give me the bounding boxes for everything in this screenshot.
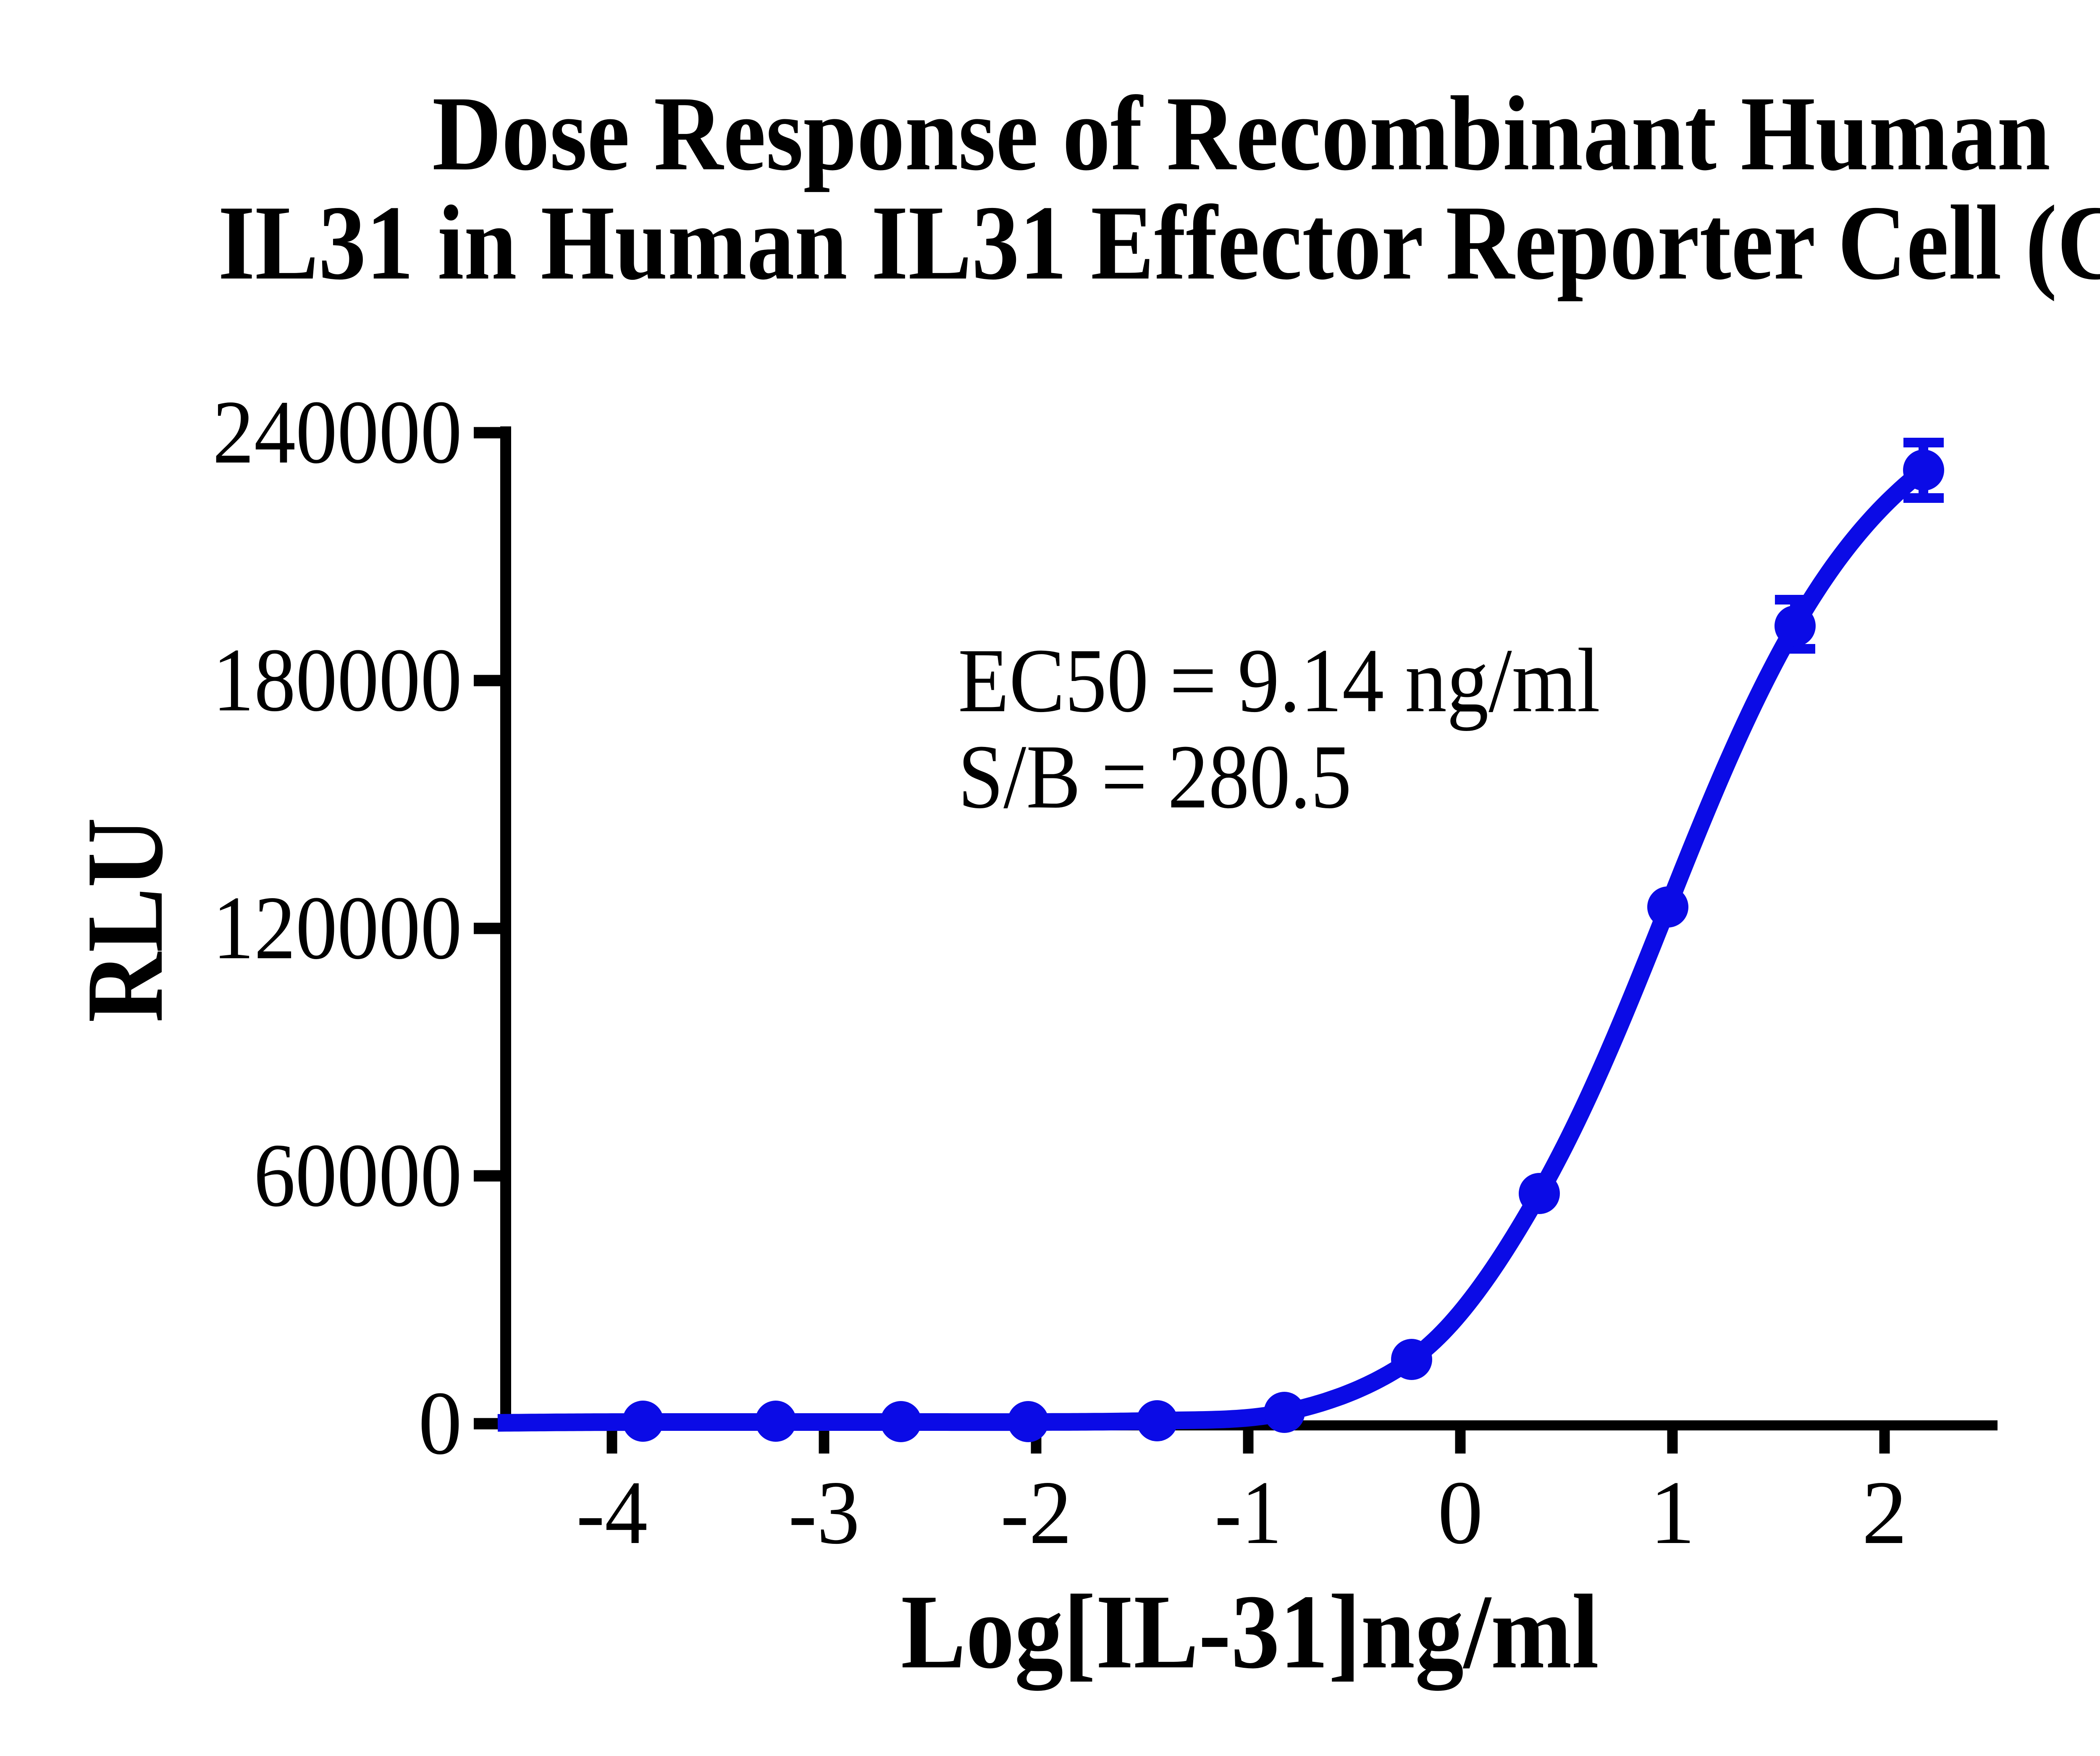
- svg-text:Dose Response of Recombinant H: Dose Response of Recombinant Human: [432, 74, 2050, 192]
- svg-text:RLU: RLU: [64, 818, 186, 1023]
- svg-text:120000: 120000: [213, 878, 462, 978]
- svg-text:0: 0: [1438, 1462, 1483, 1563]
- svg-text:-4: -4: [576, 1462, 648, 1563]
- svg-text:-2: -2: [1000, 1462, 1072, 1563]
- svg-text:60000: 60000: [254, 1125, 462, 1225]
- svg-text:240000: 240000: [213, 382, 462, 482]
- svg-text:EC50 = 9.14 ng/ml: EC50 = 9.14 ng/ml: [958, 630, 1600, 731]
- svg-text:180000: 180000: [213, 630, 462, 730]
- svg-text:S/B = 280.5: S/B = 280.5: [958, 726, 1352, 828]
- svg-text:1: 1: [1650, 1462, 1695, 1563]
- svg-text:Log[IL-31]ng/ml: Log[IL-31]ng/ml: [901, 1573, 1599, 1691]
- svg-text:-1: -1: [1215, 1462, 1282, 1563]
- svg-text:2: 2: [1862, 1462, 1907, 1563]
- svg-text:0: 0: [418, 1373, 462, 1473]
- svg-text:-3: -3: [788, 1462, 860, 1563]
- svg-text:IL31 in Human IL31 Effector Re: IL31 in Human IL31 Effector Reporter Cel…: [218, 184, 2100, 302]
